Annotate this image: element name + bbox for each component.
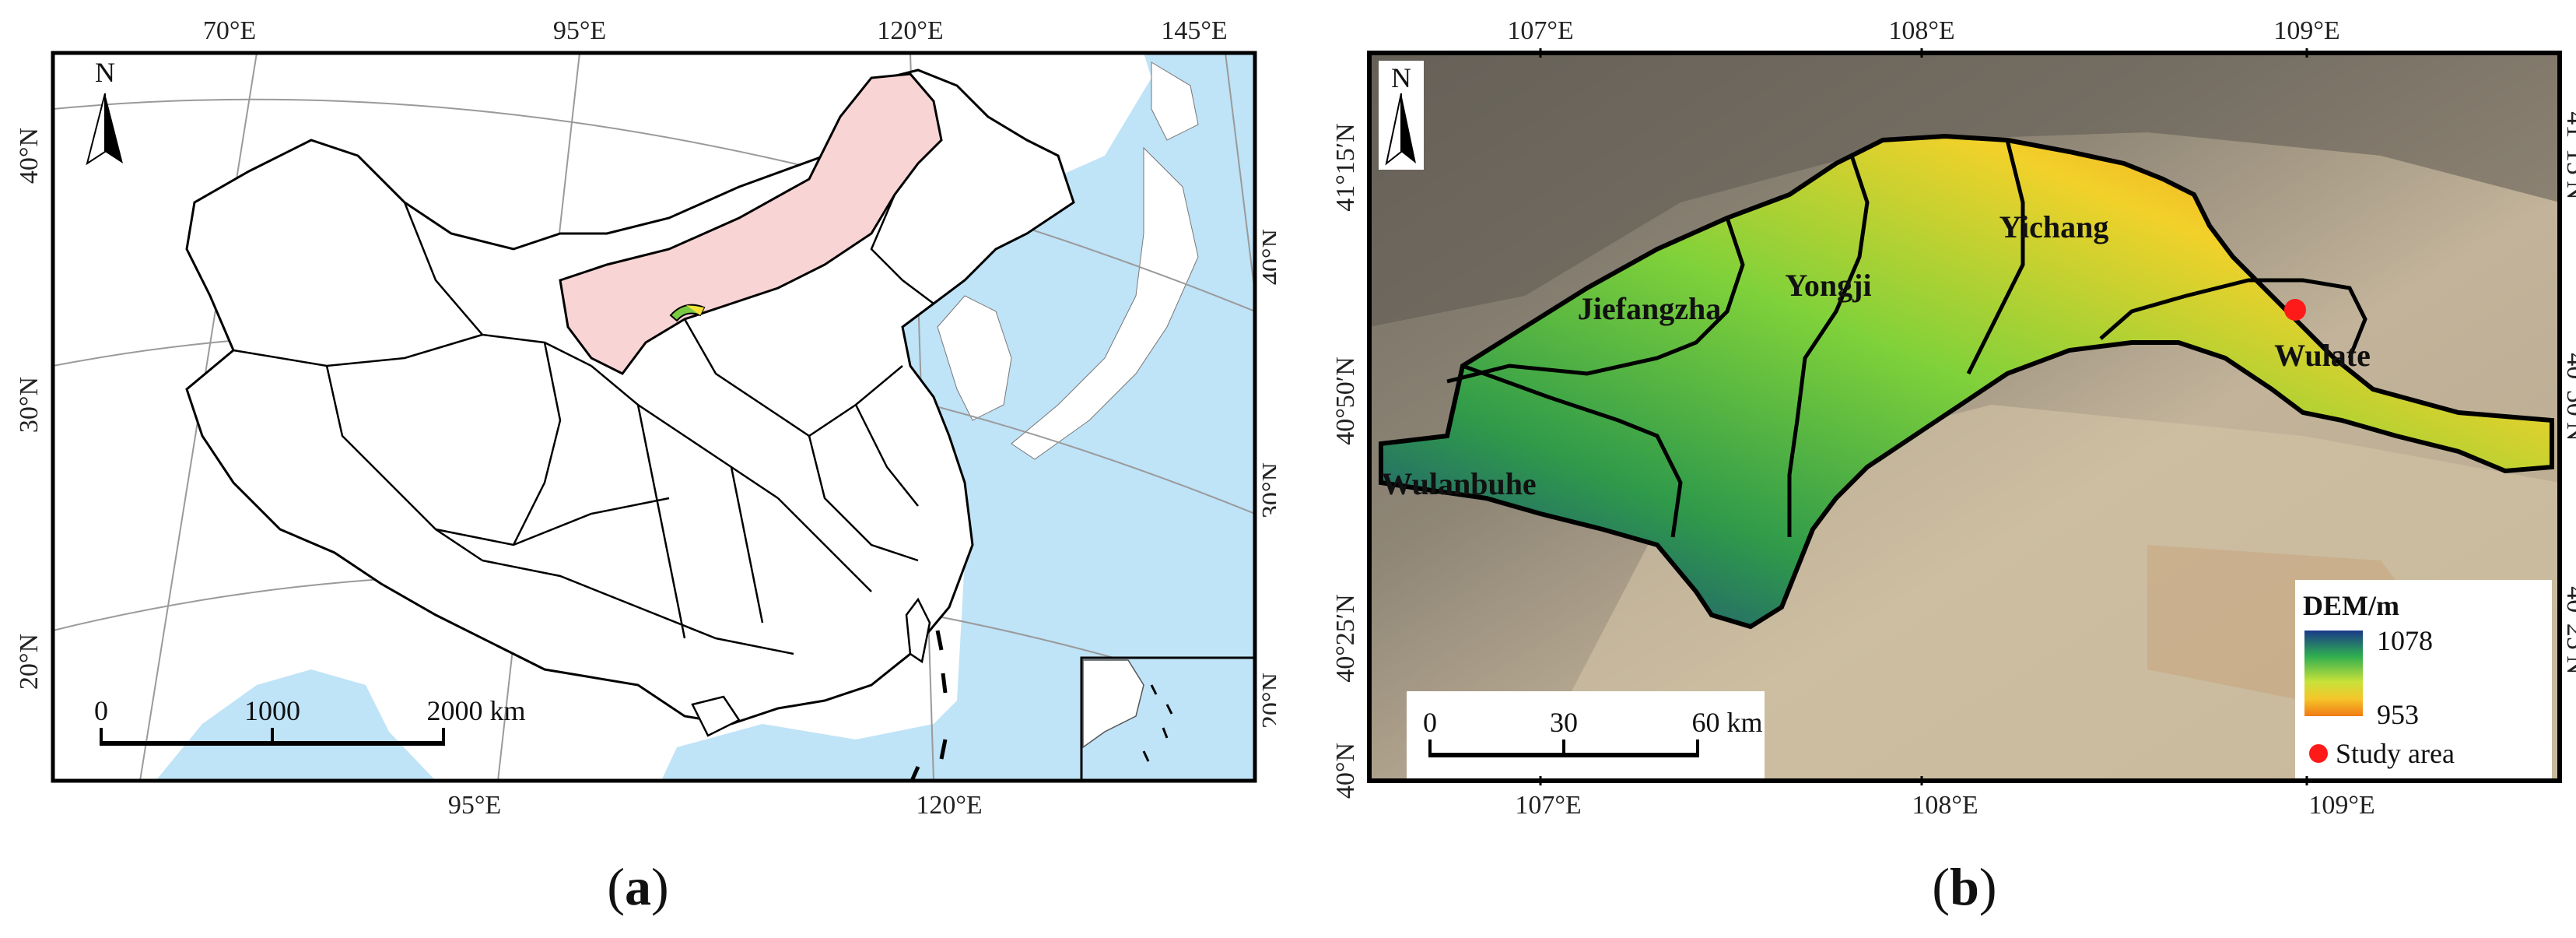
lon-top-a-0: 70°E [203,16,256,45]
region-jiefangzha: Jiefangzha [1578,291,1721,326]
japan-land [1011,146,1199,460]
legend-max: 1078 [2377,625,2433,656]
scale-bar-a [100,728,445,746]
scale-tick-0: 0 [94,695,108,726]
map-panel-b: Jiefangzha Yongji Yichang Wulate Wulanbu… [1292,0,2576,934]
legend-title: DEM/m [2303,590,2399,621]
lon-top-b-2: 109°E [2273,16,2339,45]
north-arrow-b [1379,61,1424,170]
legend-color-ramp [2304,631,2363,716]
lon-top-a-2: 120°E [877,16,943,45]
lat-left-b-1: 40°50′N [1331,357,1360,445]
scale-b-tick-2: 60 km [1691,707,1762,738]
region-yichang: Yichang [1999,209,2109,244]
sea-east [661,53,1255,781]
lon-bottom-b-0: 107°E [1515,791,1581,820]
lat-right-a-1: 30°N [1257,462,1276,518]
lat-left-b-2: 40°25′N [1331,594,1360,683]
caption-a: (a) [607,857,669,916]
dash-line [909,630,948,781]
lon-bottom-a-1: 120°E [916,791,982,820]
lat-right-b-2: 40°25′N [2561,586,2576,675]
china-map: N 0 1000 2000 km 70°E 95°E 120°E 145°E 9… [15,16,1286,820]
scale-tick-2: 2000 km [426,695,525,726]
north-label-a: N [95,57,115,88]
lat-right-b-1: 40°50′N [2561,353,2576,441]
lat-left-a-0: 40°N [15,128,44,184]
lon-top-b-1: 108°E [1888,16,1954,45]
lat-right-b-0: 41°15′N [2561,111,2576,200]
region-wulanbuhe: Wulanbuhe [1381,466,1536,501]
lat-right-a-2: 20°N [1257,673,1276,729]
study-area-point [2284,299,2306,321]
legend-study-point [2309,744,2328,763]
hainan [691,695,741,737]
caption-b: (b) [1932,857,1997,916]
inner-mongolia-highlight [559,72,943,375]
scale-b-tick-1: 30 [1550,707,1578,738]
lon-bottom-b-2: 109°E [2308,791,2374,820]
south-china-sea-inset [1080,656,1255,781]
north-label-b: N [1391,62,1411,93]
province-borders [233,194,934,655]
map-panel-a: N 0 1000 2000 km 70°E 95°E 120°E 145°E 9… [0,0,1286,934]
lon-top-b-0: 107°E [1507,16,1573,45]
taiwan [905,597,931,664]
north-arrow-a [86,93,123,166]
scale-bar-b [1407,691,1765,778]
lat-left-a-1: 30°N [15,377,44,433]
scale-tick-1: 1000 [244,695,300,726]
frame-ticks-b [1539,48,2308,785]
lon-top-a-1: 95°E [553,16,606,45]
scale-b-tick-0: 0 [1423,707,1437,738]
region-yongji: Yongji [1785,268,1871,303]
lat-left-a-2: 20°N [15,634,44,690]
lat-left-b-0: 41°15′N [1331,123,1360,212]
region-borders [1446,139,2367,538]
lat-left-b-3: 40°N [1331,743,1360,799]
lat-right-a-0: 40°N [1257,229,1276,285]
region-wulate: Wulate [2274,338,2371,373]
sea-south-west [156,669,436,781]
dem-legend [2295,580,2552,778]
legend-study-label: Study area [2336,738,2455,769]
lon-top-a-3: 145°E [1161,16,1227,45]
japan-north [1151,61,1199,141]
hetao-dem-map: Jiefangzha Yongji Yichang Wulate Wulanbu… [1331,16,2576,820]
lon-bottom-b-1: 108°E [1912,791,1978,820]
lon-bottom-a-0: 95°E [448,791,501,820]
legend-min: 953 [2377,699,2419,730]
korea-land [937,295,1012,421]
dem-study-area [1379,133,2554,630]
